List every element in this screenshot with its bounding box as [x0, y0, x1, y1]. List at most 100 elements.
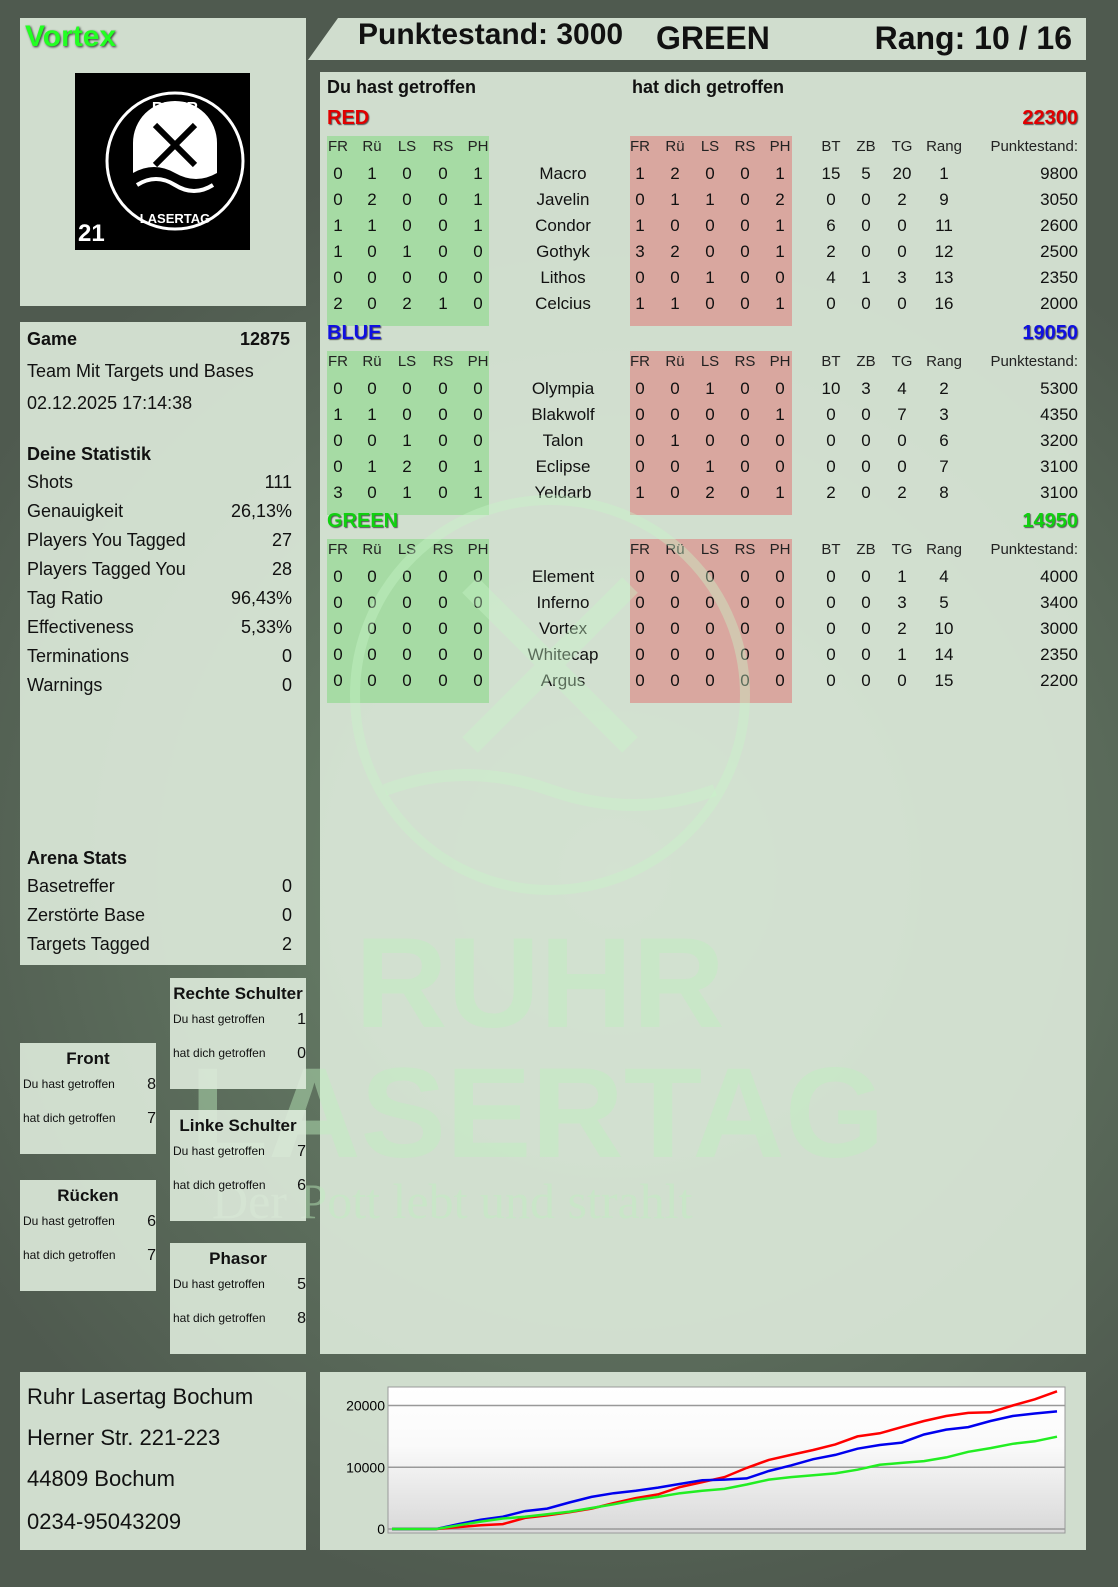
you-hit-value: 0	[473, 671, 483, 690]
stat-row: Players You Tagged 27	[27, 530, 292, 559]
zone-title: Linke Schulter	[179, 1116, 297, 1135]
hit-you-value: 0	[705, 645, 715, 664]
zone-hit-you-value: 0	[297, 1045, 306, 1062]
column-header: TG	[891, 541, 913, 558]
player-score: 2350	[1040, 645, 1078, 664]
player-zb: 0	[861, 190, 871, 209]
player-score: 2350	[1040, 268, 1078, 287]
stat-label: Warnings	[27, 675, 103, 695]
column-header: TG	[891, 138, 913, 155]
stat-row: Genauigkeit 26,13%	[27, 501, 292, 530]
column-header: PH	[769, 353, 791, 370]
player-rang: 15	[934, 671, 954, 690]
column-header: RS	[432, 541, 454, 558]
zone-you-hit-value: 7	[297, 1143, 306, 1160]
you-hit-value: 0	[402, 671, 412, 690]
player-rang: 10	[934, 619, 954, 638]
player-bt: 10	[821, 379, 841, 398]
stat-label: Effectiveness	[27, 617, 134, 637]
stat-value: 111	[264, 472, 292, 492]
column-header: Rang	[926, 138, 962, 155]
player-rang: 14	[934, 645, 954, 664]
team-score: 14950	[1022, 510, 1078, 532]
player-name: Whitecap	[527, 645, 599, 664]
hit-you-value: 0	[740, 483, 750, 502]
player-score: 3400	[1040, 593, 1078, 612]
column-header: RS	[734, 541, 756, 558]
you-hit-value: 1	[473, 457, 483, 476]
series-line-2	[392, 1435, 1058, 1531]
player-rang: 8	[939, 483, 949, 502]
you-hit-value: 0	[438, 190, 448, 209]
zone-you-hit-value: 5	[297, 1276, 306, 1293]
you-hit-value: 0	[473, 268, 483, 287]
column-header: LS	[397, 138, 417, 155]
hit-you-value: 0	[705, 671, 715, 690]
game-datetime: 02.12.2025 17:14:38	[27, 393, 193, 413]
column-header: Rü	[362, 541, 382, 558]
you-hit-value: 0	[333, 457, 343, 476]
column-header: Rü	[665, 541, 685, 558]
hit-you-value: 0	[775, 645, 785, 664]
player-bt: 0	[826, 619, 836, 638]
address-phone: 0234-95043209	[27, 1509, 182, 1534]
you-hit-value: 0	[438, 379, 448, 398]
you-hit-value: 0	[438, 268, 448, 287]
arena-stat-label: Basetreffer	[27, 876, 115, 896]
hit-you-value: 0	[740, 190, 750, 209]
hit-you-value: 0	[635, 619, 645, 638]
ruhr-lasertag-logo-icon: RUHR LASERTAG 21	[78, 91, 245, 247]
you-hit-value: 0	[473, 294, 483, 313]
hit-you-value: 0	[740, 671, 750, 690]
zone-title: Front	[66, 1049, 110, 1068]
zone-title: Rechte Schulter	[173, 984, 303, 1003]
column-header: FR	[328, 541, 348, 558]
hit-you-value: 0	[670, 216, 680, 235]
column-header: FR	[328, 138, 348, 155]
you-hit-value: 2	[402, 457, 412, 476]
column-header: FR	[630, 138, 650, 155]
player-zb: 0	[861, 405, 871, 424]
column-header: Punktestand:	[990, 541, 1078, 558]
you-hit-value: 1	[473, 190, 483, 209]
you-hit-value: 1	[402, 483, 412, 502]
you-hit-value: 0	[333, 567, 343, 586]
you-hit-value: 0	[367, 619, 377, 638]
you-hit-value: 0	[367, 268, 377, 287]
zone-you-hit-label: Du hast getroffen	[173, 1277, 265, 1291]
player-zb: 3	[861, 379, 871, 398]
you-hit-value: 1	[367, 216, 377, 235]
you-hit-value: 0	[473, 645, 483, 664]
zone-you-hit-value: 1	[297, 1011, 306, 1028]
player-zb: 0	[861, 619, 871, 638]
zone-linke-schulter: Linke Schulter Du hast getroffen 7 hat dich…	[170, 1110, 306, 1221]
you-hit-value: 0	[402, 164, 412, 183]
player-rang: 2	[939, 379, 949, 398]
hit-you-value: 0	[740, 268, 750, 287]
player-bt: 2	[826, 242, 836, 261]
hit-you-value: 0	[705, 619, 715, 638]
arena-stat-value: 0	[281, 876, 292, 896]
you-hit-value: 0	[333, 268, 343, 287]
player-name: Yeldarb	[534, 483, 592, 502]
hit-you-value: 2	[775, 190, 785, 209]
stat-label: Shots	[27, 472, 74, 492]
player-bt: 0	[826, 431, 836, 450]
player-tg: 20	[892, 164, 912, 183]
stat-row: Tag Ratio 96,43%	[27, 588, 292, 617]
player-name: Blakwolf	[531, 405, 595, 424]
player-bt: 0	[826, 645, 836, 664]
stat-value: 5,33%	[240, 617, 292, 637]
header-team: GREEN	[656, 20, 770, 56]
hit-you-value: 0	[740, 567, 750, 586]
hit-you-value: 0	[740, 242, 750, 261]
column-header: Rang	[926, 353, 962, 370]
player-score: 3200	[1040, 431, 1078, 450]
player-zb: 0	[861, 242, 871, 261]
stat-value: 96,43%	[230, 588, 292, 608]
player-score: 4000	[1040, 567, 1078, 586]
player-name: Element	[531, 567, 595, 586]
you-hit-value: 0	[402, 379, 412, 398]
address-street: Herner Str. 221-223	[27, 1425, 221, 1450]
stats-panel: Game 12875 Team Mit Targets und Bases 02…	[20, 322, 306, 965]
